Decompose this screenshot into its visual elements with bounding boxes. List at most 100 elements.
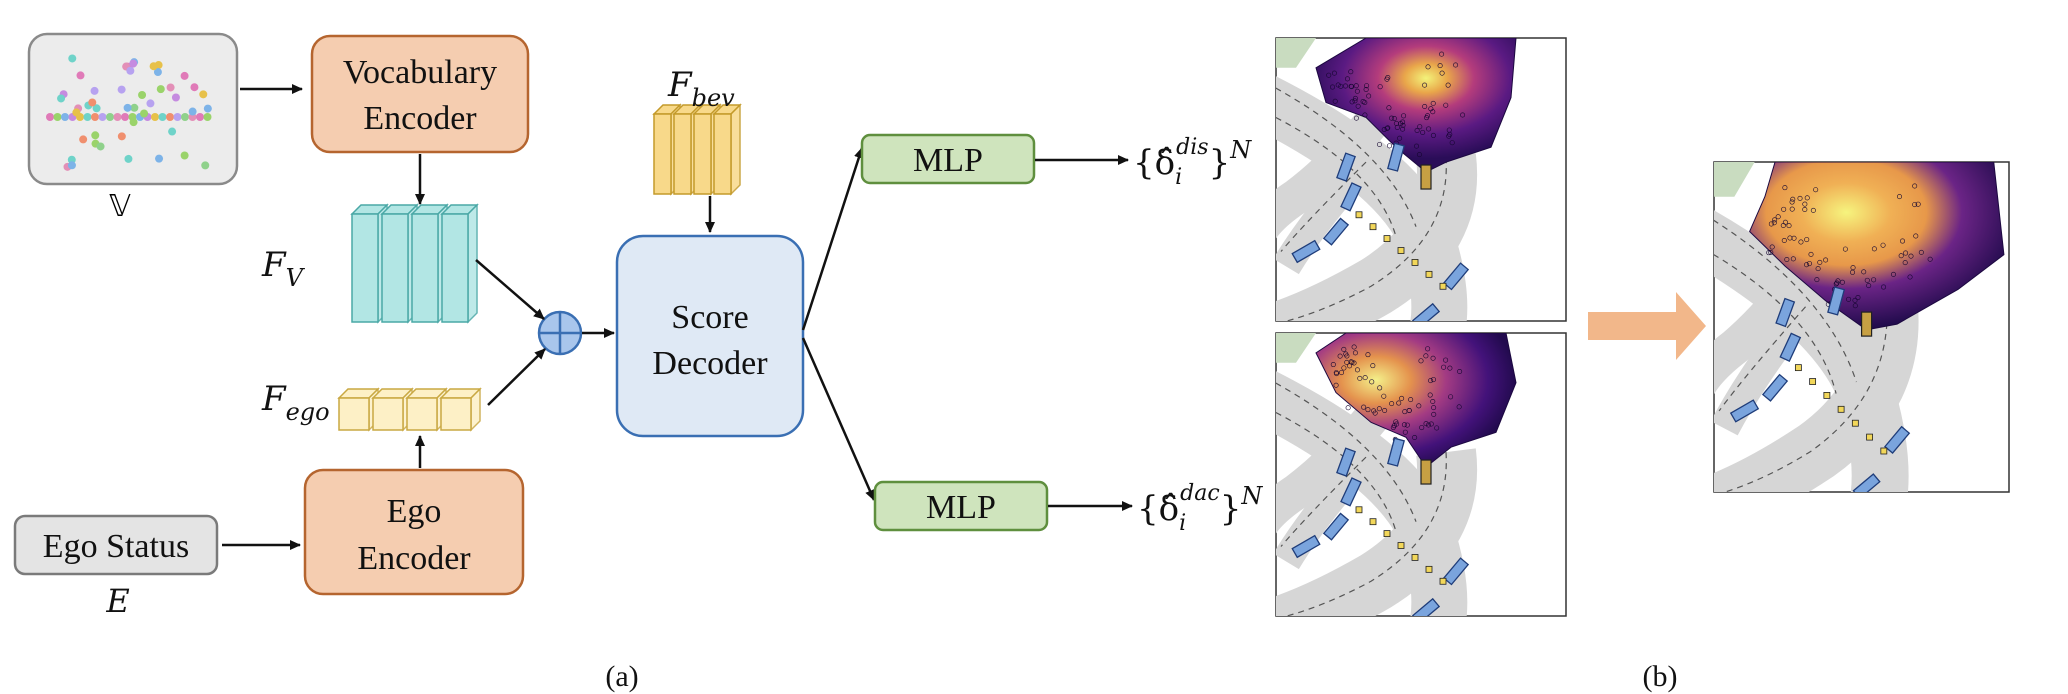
vocab-dot <box>140 109 149 118</box>
vocab-dot <box>151 113 159 121</box>
vocab-dot <box>196 113 204 121</box>
ego-status-box: Ego Status <box>13 514 219 576</box>
vocab-dot <box>121 113 129 121</box>
marker <box>1809 378 1817 385</box>
big-arrow <box>1588 292 1706 360</box>
bev-map-result <box>1713 161 2010 527</box>
vocab-dot <box>171 93 180 102</box>
ego-vehicle <box>1420 459 1432 485</box>
vehicle-box <box>1812 504 1839 527</box>
fv-feature-tensor <box>350 203 479 324</box>
tensor-slab <box>351 213 379 323</box>
vehicle-box <box>1322 512 1350 541</box>
vocab-dot <box>203 113 212 121</box>
sum-node <box>537 310 583 356</box>
marker <box>1880 447 1888 455</box>
fego-feature-tensor <box>337 387 482 432</box>
bev-map-bottom <box>1275 332 1567 647</box>
marker <box>1425 270 1433 278</box>
vocab-dot <box>203 104 212 113</box>
vehicle-box <box>1340 477 1362 507</box>
vehicle-box <box>1372 624 1399 647</box>
vocab-dot <box>166 113 174 121</box>
score-distribution <box>1315 333 1517 468</box>
vocabulary-encoder-line1: Vocabulary <box>343 54 497 91</box>
vocab-dot <box>90 86 99 95</box>
output-dis-label: {δ̂idis}N <box>1133 135 1252 190</box>
vocab-dot <box>124 154 133 163</box>
vocab-dot <box>106 113 114 121</box>
fbev-label: Fbev <box>667 65 735 112</box>
score-decoder-line2: Decoder <box>652 345 768 382</box>
tensor-slab-side <box>467 203 478 324</box>
vocab-dot <box>130 103 139 112</box>
caption-a: (a) <box>605 660 638 693</box>
vehicle-box <box>1827 286 1846 316</box>
score-decoder-box: Score Decoder <box>615 234 805 438</box>
vocab-dot <box>76 71 85 80</box>
vocab-dot <box>146 99 155 108</box>
marker <box>1823 392 1831 399</box>
tensor-slab <box>338 397 370 431</box>
tensor-slab-side <box>730 103 741 196</box>
vocab-dot <box>68 54 77 63</box>
output-dac-label: {δ̂idac}N <box>1137 481 1263 536</box>
marker <box>1837 405 1845 413</box>
vocab-dot <box>79 135 88 144</box>
score-decoder-line1: Score <box>671 299 748 336</box>
vocab-dot <box>123 103 132 112</box>
vocab-dot <box>57 94 66 103</box>
vehicle-box <box>1411 597 1441 616</box>
vocab-dot <box>113 113 122 121</box>
vocab-dot <box>180 71 189 80</box>
vocab-dot <box>166 83 175 92</box>
vehicle-box <box>1387 437 1405 467</box>
tensor-slab <box>381 213 409 323</box>
vocab-dot <box>117 132 126 141</box>
caption-b: (b) <box>1643 660 1678 693</box>
vocabulary-symbol: 𝕍 <box>109 189 131 224</box>
vocabulary-encoder-box: Vocabulary Encoder <box>310 34 530 154</box>
vocab-dot <box>91 131 100 140</box>
marker <box>1411 554 1419 561</box>
marker <box>1397 247 1405 254</box>
marker <box>1866 433 1873 441</box>
vehicle-box <box>1322 217 1350 246</box>
mlp-bottom-label: MLP <box>926 489 996 526</box>
tensor-slab <box>653 113 672 195</box>
vehicle-box <box>1340 182 1362 212</box>
mlp-top-box: MLP <box>860 133 1036 185</box>
ego-status-symbol: E <box>105 582 129 620</box>
score-distribution <box>1749 162 2005 331</box>
vehicle-box <box>1387 142 1405 172</box>
vehicle-box <box>1291 534 1321 559</box>
vocabulary-thumbnail <box>27 32 239 186</box>
vocab-dot <box>199 90 208 99</box>
vocab-dot <box>72 108 81 117</box>
vocabulary-scatter-dots <box>46 54 212 171</box>
vehicle-box <box>1761 373 1789 402</box>
tensor-slab <box>440 397 472 431</box>
vehicle-box <box>1291 239 1321 264</box>
ego-vehicle <box>1860 311 1873 337</box>
vocab-dot <box>181 113 189 121</box>
vocab-dot <box>88 98 97 107</box>
vehicle-box <box>1884 425 1911 454</box>
vehicle-box <box>1729 399 1760 423</box>
vocab-dot <box>61 113 69 121</box>
marker <box>1383 530 1391 538</box>
marker <box>1439 577 1447 585</box>
vehicle-box <box>1411 302 1441 321</box>
marker <box>1411 259 1419 266</box>
marker <box>1355 506 1363 514</box>
fego-label: Fego <box>261 379 330 426</box>
fbev-feature-tensor <box>652 103 742 196</box>
vehicle-box <box>1779 332 1802 363</box>
vocab-dot <box>201 161 210 170</box>
vocab-dot <box>138 90 147 99</box>
mlp-bottom-box: MLP <box>873 480 1049 532</box>
score-distribution <box>1315 38 1517 173</box>
marker <box>1851 419 1859 427</box>
tensor-slab <box>673 113 692 195</box>
